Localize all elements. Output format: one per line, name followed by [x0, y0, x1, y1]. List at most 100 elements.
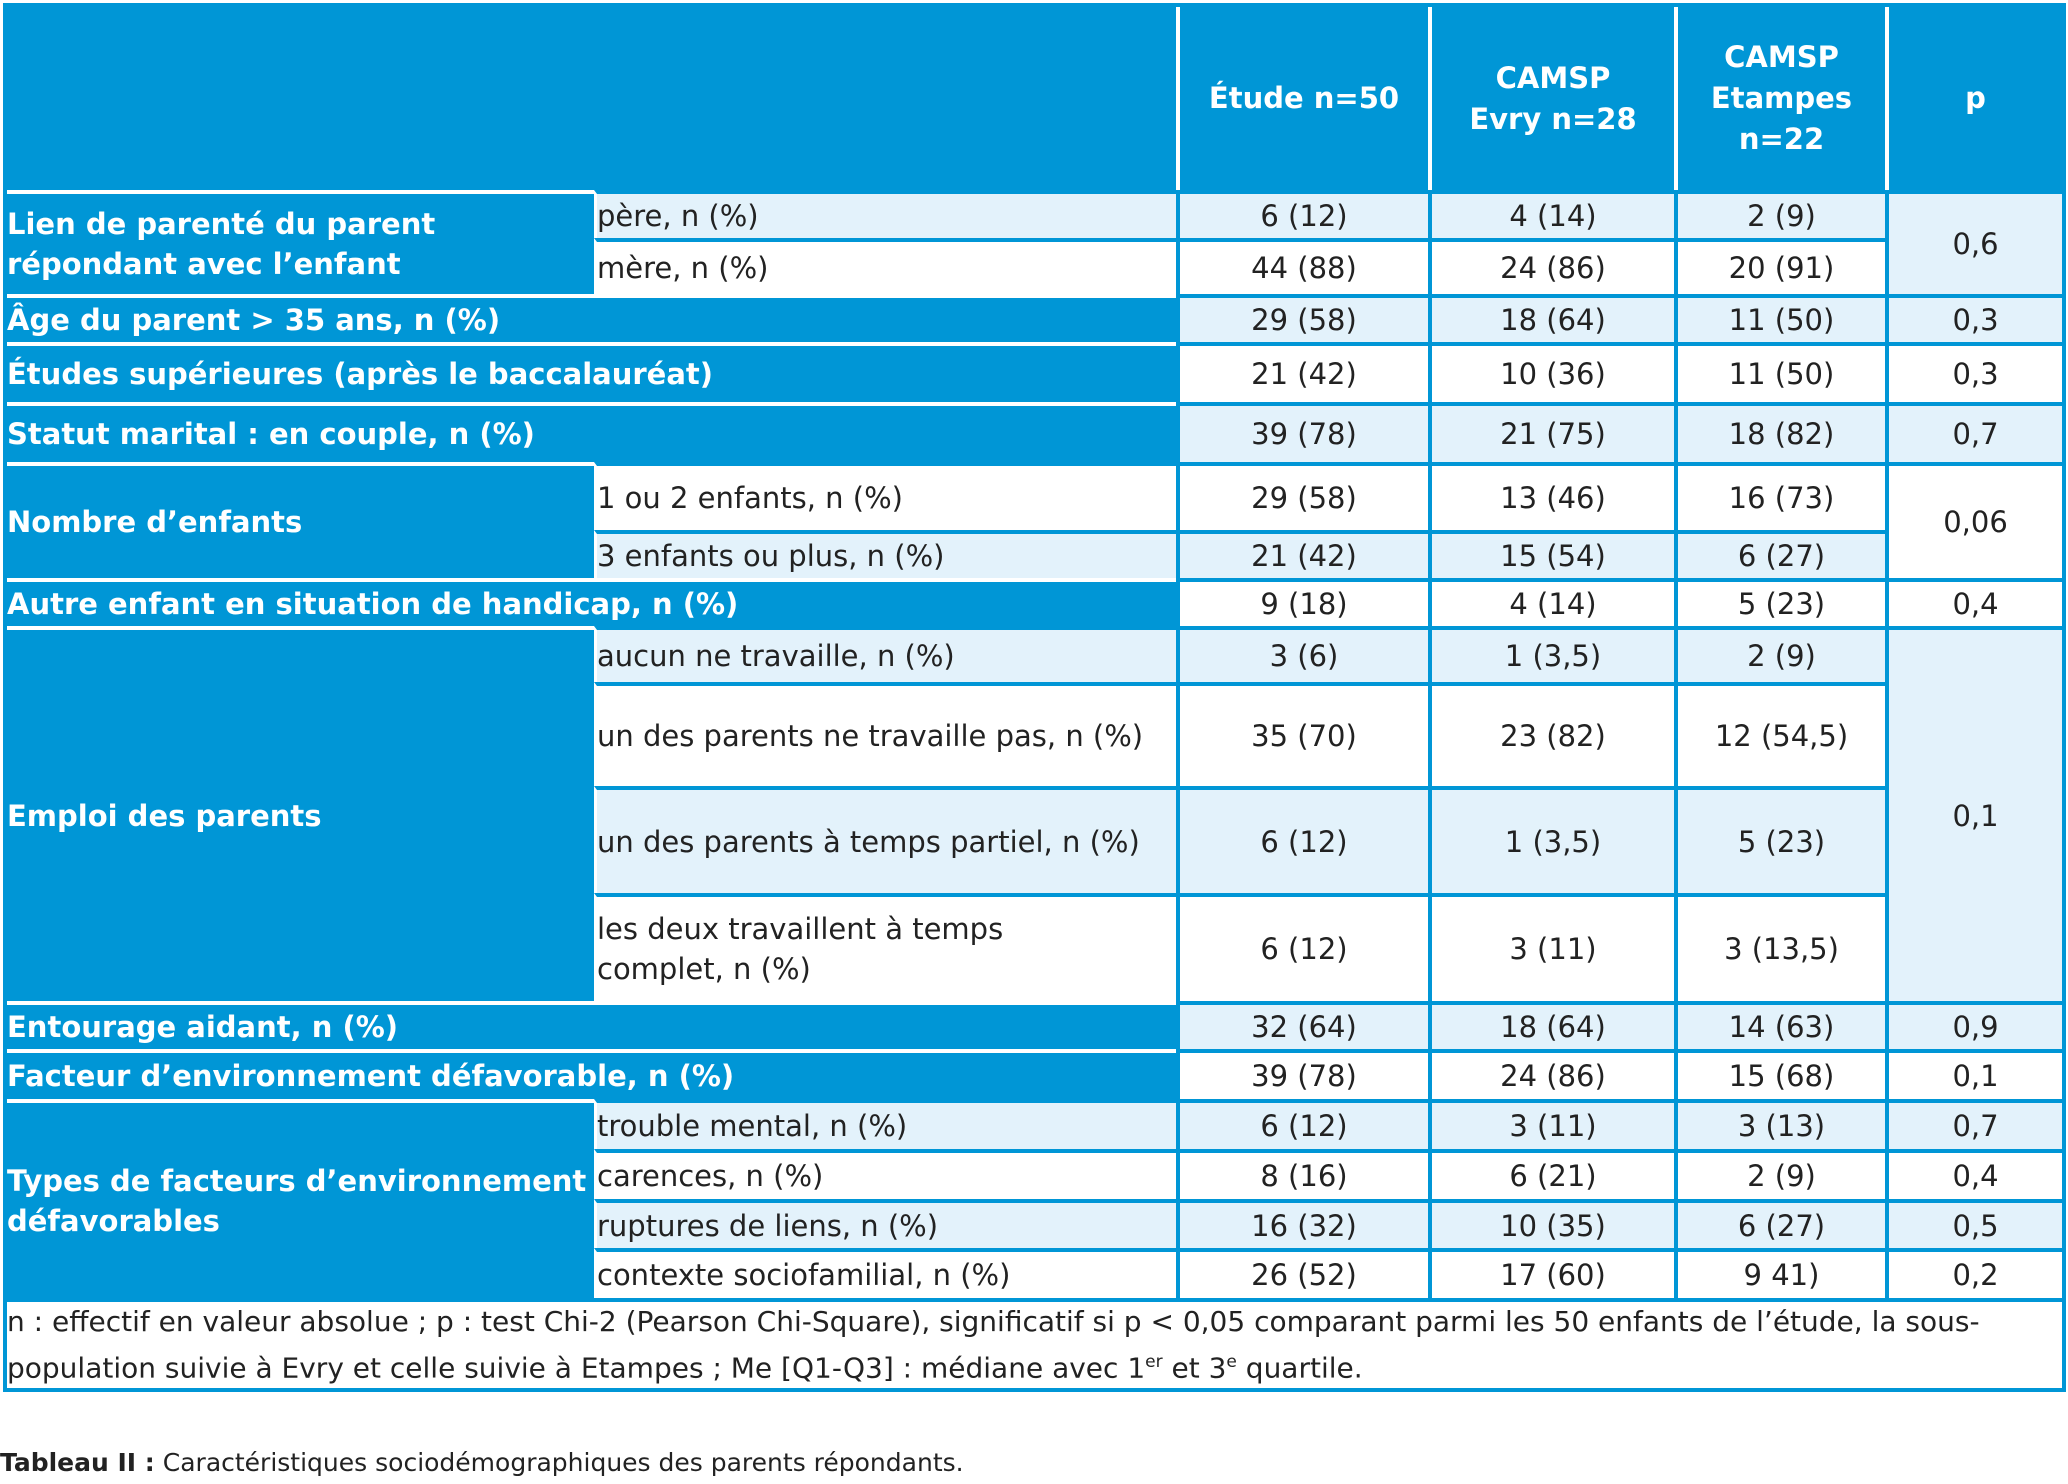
table-row: Études supérieures (après le baccalauréa…	[7, 342, 2062, 402]
cell-p: 0,5	[1885, 1199, 2062, 1248]
cell-etude: 6 (12)	[1176, 893, 1428, 1001]
table-row: Âge du parent > 35 ans, n (%) 29 (58) 18…	[7, 294, 2062, 342]
cell-evry: 3 (11)	[1428, 1099, 1674, 1149]
row-label-facteur: Facteur d’environnement défavorable, n (…	[7, 1049, 1176, 1099]
cell-etude: 6 (12)	[1176, 786, 1428, 893]
cell-etude: 8 (16)	[1176, 1149, 1428, 1199]
caption-text: Caractéristiques sociodémographiques des…	[154, 1448, 964, 1477]
cell-etude: 26 (52)	[1176, 1248, 1428, 1298]
table-caption: Tableau II : Caractéristiques sociodémog…	[0, 1448, 964, 1477]
cell-p: 0,3	[1885, 342, 2062, 402]
cell-p: 0,06	[1885, 462, 2062, 578]
sub-label: contexte sociofamilial, n (%)	[594, 1248, 1176, 1298]
cell-evry: 23 (82)	[1428, 682, 1674, 786]
cell-evry: 1 (3,5)	[1428, 786, 1674, 893]
row-label-enfants: Nombre d’enfants	[7, 462, 594, 578]
cell-p: 0,1	[1885, 626, 2062, 1001]
cell-etude: 35 (70)	[1176, 682, 1428, 786]
cell-etude: 3 (6)	[1176, 626, 1428, 682]
cell-etude: 6 (12)	[1176, 190, 1428, 238]
sub-label: carences, n (%)	[594, 1149, 1176, 1199]
cell-etude: 29 (58)	[1176, 294, 1428, 342]
sub-label: trouble mental, n (%)	[594, 1099, 1176, 1149]
cell-etude: 21 (42)	[1176, 530, 1428, 578]
cell-etude: 44 (88)	[1176, 238, 1428, 294]
cell-etude: 39 (78)	[1176, 402, 1428, 462]
sub-label: mère, n (%)	[594, 238, 1176, 294]
cell-p: 0,2	[1885, 1248, 2062, 1298]
header-empty-cell	[7, 7, 1176, 190]
cell-evry: 4 (14)	[1428, 190, 1674, 238]
cell-etampes: 5 (23)	[1674, 578, 1885, 626]
cell-p: 0,4	[1885, 578, 2062, 626]
cell-p: 0,7	[1885, 1099, 2062, 1149]
header-etude: Étude n=50	[1176, 7, 1428, 190]
table-row: Lien de parenté du parent répondant avec…	[7, 190, 2062, 294]
cell-etude: 6 (12)	[1176, 1099, 1428, 1149]
table-row: Statut marital : en couple, n (%) 39 (78…	[7, 402, 2062, 462]
header-camsp-etampes: CAMSP Etampes n=22	[1674, 7, 1885, 190]
cell-etampes: 6 (27)	[1674, 530, 1885, 578]
row-label-types: Types de facteurs d’environnement défavo…	[7, 1099, 594, 1298]
sub-label: père, n (%)	[594, 190, 1176, 238]
row-label-lien: Lien de parenté du parent répondant avec…	[7, 190, 594, 294]
cell-evry: 6 (21)	[1428, 1149, 1674, 1199]
cell-etampes: 9 41)	[1674, 1248, 1885, 1298]
row-label-entourage: Entourage aidant, n (%)	[7, 1001, 1176, 1049]
cell-evry: 13 (46)	[1428, 462, 1674, 530]
sub-label: 3 enfants ou plus, n (%)	[594, 530, 1176, 578]
cell-etampes: 12 (54,5)	[1674, 682, 1885, 786]
cell-etampes: 3 (13)	[1674, 1099, 1885, 1149]
cell-evry: 10 (35)	[1428, 1199, 1674, 1248]
cell-evry: 10 (36)	[1428, 342, 1674, 402]
sub-label: ruptures de liens, n (%)	[594, 1199, 1176, 1248]
cell-evry: 1 (3,5)	[1428, 626, 1674, 682]
table-row: carences, n (%) 8 (16) 6 (21) 2 (9) 0,4	[7, 1149, 2062, 1199]
row-label-etudes: Études supérieures (après le baccalauréa…	[7, 342, 1176, 402]
cell-etampes: 16 (73)	[1674, 462, 1885, 530]
cell-etampes: 14 (63)	[1674, 1001, 1885, 1049]
cell-evry: 18 (64)	[1428, 294, 1674, 342]
row-label-emploi: Emploi des parents	[7, 626, 594, 1001]
cell-etude: 29 (58)	[1176, 462, 1428, 530]
cell-etampes: 6 (27)	[1674, 1199, 1885, 1248]
cell-evry: 24 (86)	[1428, 1049, 1674, 1099]
cell-evry: 21 (75)	[1428, 402, 1674, 462]
table-row: mère, n (%) 44 (88) 24 (86) 20 (91)	[7, 238, 2062, 294]
sociodemographic-table: Étude n=50 CAMSP Evry n=28 CAMSP Etampes n=…	[3, 3, 2066, 1393]
table-row: ruptures de liens, n (%) 16 (32) 10 (35)…	[7, 1199, 2062, 1248]
table-row: Facteur d’environnement défavorable, n (…	[7, 1049, 2062, 1099]
table-row: un des parents à temps partiel, n (%) 6 …	[7, 786, 2062, 893]
cell-etampes: 20 (91)	[1674, 238, 1885, 294]
table-footnote: n : effectif en valeur absolue ; p : tes…	[7, 1298, 2062, 1389]
cell-etampes: 18 (82)	[1674, 402, 1885, 462]
cell-etude: 9 (18)	[1176, 578, 1428, 626]
row-label-handicap: Autre enfant en situation de handicap, n…	[7, 578, 1176, 626]
cell-evry: 15 (54)	[1428, 530, 1674, 578]
header-p: p	[1885, 7, 2062, 190]
cell-etampes: 15 (68)	[1674, 1049, 1885, 1099]
sub-label: aucun ne travaille, n (%)	[594, 626, 1176, 682]
cell-etude: 32 (64)	[1176, 1001, 1428, 1049]
sub-label: les deux travaillent à temps complet, n …	[594, 893, 1176, 1001]
table-row: Emploi des parents aucun ne travaille, n…	[7, 626, 2062, 1001]
cell-evry: 3 (11)	[1428, 893, 1674, 1001]
cell-etampes: 11 (50)	[1674, 294, 1885, 342]
cell-evry: 17 (60)	[1428, 1248, 1674, 1298]
sub-label: un des parents à temps partiel, n (%)	[594, 786, 1176, 893]
cell-etampes: 3 (13,5)	[1674, 893, 1885, 1001]
table-row: Types de facteurs d’environnement défavo…	[7, 1099, 2062, 1298]
cell-evry: 4 (14)	[1428, 578, 1674, 626]
cell-evry: 18 (64)	[1428, 1001, 1674, 1049]
table-footnote-row: n : effectif en valeur absolue ; p : tes…	[7, 1298, 2062, 1389]
sub-label: 1 ou 2 enfants, n (%)	[594, 462, 1176, 530]
cell-etude: 39 (78)	[1176, 1049, 1428, 1099]
table-row: 3 enfants ou plus, n (%) 21 (42) 15 (54)…	[7, 530, 2062, 578]
row-label-age: Âge du parent > 35 ans, n (%)	[7, 294, 1176, 342]
row-label-statut: Statut marital : en couple, n (%)	[7, 402, 1176, 462]
cell-etampes: 2 (9)	[1674, 190, 1885, 238]
cell-etampes: 11 (50)	[1674, 342, 1885, 402]
cell-p: 0,6	[1885, 190, 2062, 294]
cell-etude: 16 (32)	[1176, 1199, 1428, 1248]
table-row: contexte sociofamilial, n (%) 26 (52) 17…	[7, 1248, 2062, 1298]
